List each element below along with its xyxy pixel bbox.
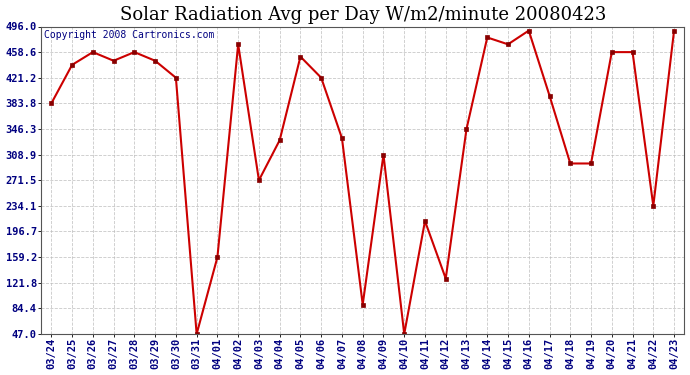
- Text: Copyright 2008 Cartronics.com: Copyright 2008 Cartronics.com: [44, 30, 215, 40]
- Title: Solar Radiation Avg per Day W/m2/minute 20080423: Solar Radiation Avg per Day W/m2/minute …: [119, 6, 606, 24]
